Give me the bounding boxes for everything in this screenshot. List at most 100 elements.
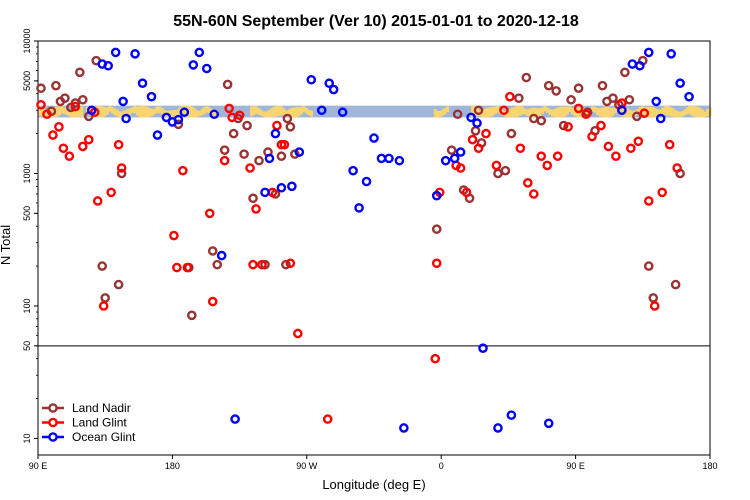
land-glint-point [248,259,258,270]
band-land-segment [673,109,677,118]
band-land-segment [68,111,71,117]
band-land-segment [638,107,642,113]
land-nadir-point [573,83,584,94]
band-land-segment [80,106,84,117]
band-land-segment [103,107,107,117]
band-land-segment [658,109,662,116]
land-nadir-point [597,80,608,91]
ocean-glint-point [316,105,327,116]
land-glint-point [536,151,547,162]
land-glint-point [505,91,515,102]
band-land-segment [548,109,552,115]
band-land-segment [648,106,652,118]
land-glint-point [113,139,124,150]
land-glint-point [455,163,466,173]
band-land-segment [305,108,308,114]
band-land-segment [262,111,266,117]
land-nadir-point [521,72,532,83]
band-land-segment [45,111,49,118]
land-glint-point [178,165,188,176]
band-land-segment [683,109,687,116]
band-land-segment [506,110,509,118]
ocean-glint-point [337,107,348,118]
band-land-segment [601,107,604,118]
band-land-segment [267,110,271,118]
band-land-segment [260,110,263,116]
band-land-segment [270,108,273,117]
band-land-segment [443,107,447,115]
band-land-segment [628,109,632,118]
band-land-segment [643,106,647,116]
land-glint-point [473,143,484,154]
land-glint-point [626,143,636,154]
ocean-glint-point [666,49,676,59]
land-nadir-point [566,94,576,105]
land-glint-point [611,151,621,162]
land-glint-point [36,99,46,110]
land-nadir-point [500,165,511,176]
ocean-glint-point [188,60,199,70]
band-land-segment [446,106,450,113]
band-land-segment [135,106,139,116]
y-tick-label: 10 [22,433,32,443]
band-land-segment [433,109,437,118]
band-land-segment [686,107,689,115]
band-land-segment [528,108,532,118]
y-tick-label: 100 [22,298,32,313]
ocean-glint-point [103,60,113,71]
land-glint-point [234,110,245,121]
ocean-glint-point [264,153,275,164]
legend-marker-land-glint [48,417,58,428]
band-land-segment [538,108,542,116]
band-land-segment [678,111,682,118]
ocean-glint-point [643,47,654,58]
band-land-segment [282,108,286,116]
band-land-segment [290,108,293,118]
ocean-glint-point [651,96,662,107]
ocean-glint-point [449,153,460,164]
land-glint-point [664,139,675,150]
band-land-segment [608,107,612,118]
land-glint-point [224,103,234,114]
land-nadir-point [75,67,85,78]
latitude-band [38,105,712,118]
ocean-glint-point [478,343,488,353]
band-land-segment [200,108,204,116]
land-nadir-point [543,80,554,91]
band-land-segment [195,110,199,118]
band-land-segment [285,110,288,117]
land-glint-point [322,414,333,424]
band-land-segment [257,108,261,115]
band-land-segment [143,105,147,118]
data-points [36,47,694,433]
land-glint-point [596,120,606,131]
band-land-segment [150,108,154,117]
band-land-segment [133,105,137,113]
band-land-segment [681,111,684,117]
band-land-segment [596,108,599,115]
band-land-segment [631,110,634,118]
x-tick-label: 90 W [296,461,318,471]
band-land-segment [173,110,177,117]
band-land-segment [292,107,296,118]
band-land-segment [606,106,609,118]
ocean-glint-point [194,47,205,58]
band-land-segment [551,109,554,117]
ocean-glint-point [118,96,128,107]
land-glint-point [581,109,591,120]
land-glint-point [172,262,182,273]
band-land-segment [198,110,202,117]
land-glint-point [430,353,441,364]
land-glint-point [169,230,179,241]
land-nadir-point [282,113,293,124]
land-glint-point [54,122,64,132]
land-nadir-point [285,122,296,132]
plot-frame [37,40,711,456]
band-land-segment [250,106,253,117]
ocean-glint-point [110,47,121,58]
land-nadir-point [281,259,291,270]
band-land-segment [115,109,119,117]
band-land-segment [573,107,577,117]
land-glint-point [542,160,553,171]
legend-marker-land-nadir [48,403,58,413]
